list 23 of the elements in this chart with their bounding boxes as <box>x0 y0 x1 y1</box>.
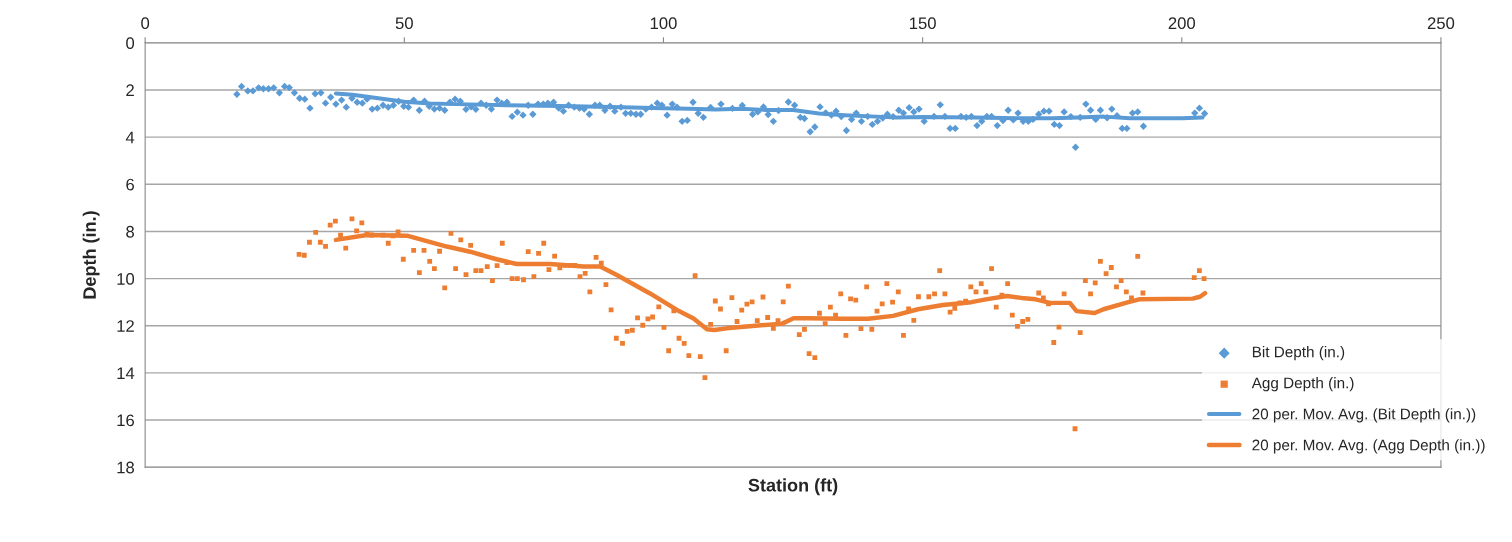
y-tick-label: 6 <box>126 178 134 191</box>
y-tick-label: 16 <box>117 414 134 427</box>
line-series <box>333 232 1208 333</box>
legend-label: Agg Depth (in.) <box>1251 377 1354 392</box>
y-axis-title: Depth (in.) <box>82 211 100 299</box>
x-tick-label: 100 <box>650 17 677 30</box>
x-axis-title: Station (ft) <box>748 478 838 496</box>
y-tick-label: 18 <box>117 461 135 474</box>
legend-label: 20 per. Mov. Avg. (Agg Depth (in.)) <box>1252 439 1485 454</box>
y-tick-label: 14 <box>117 367 135 379</box>
y-tick-label: 10 <box>117 272 135 285</box>
y-tick-label: 0 <box>126 37 135 50</box>
y-tick-label: 2 <box>126 84 134 97</box>
x-tick-label: 50 <box>395 17 413 30</box>
legend-label: 20 per. Mov. Avg. (Bit Depth (in.)) <box>1252 408 1476 423</box>
legend-label: Bit Depth (in.) <box>1252 346 1345 361</box>
y-tick-label: 4 <box>125 131 135 144</box>
y-tick-label: 8 <box>126 225 135 238</box>
x-tick-label: 250 <box>1427 17 1455 30</box>
x-tick-label: 200 <box>1168 17 1196 30</box>
y-tick-label: 12 <box>117 320 134 332</box>
x-tick-label: 0 <box>141 17 150 30</box>
x-tick-label: 150 <box>909 17 936 30</box>
